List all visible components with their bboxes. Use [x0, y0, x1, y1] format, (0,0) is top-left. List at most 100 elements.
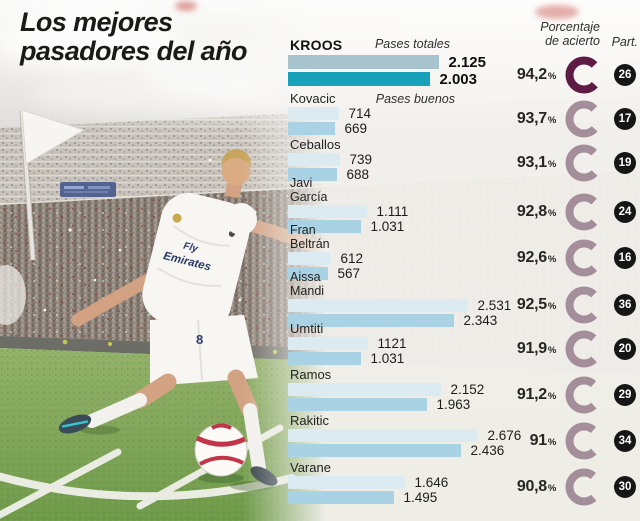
percent-sign: %: [547, 345, 556, 356]
percent-sign: %: [547, 437, 556, 448]
good-passes-bar-line: 1.495: [288, 490, 560, 505]
player-name: Umtiti: [290, 321, 324, 336]
accuracy-ring: [565, 376, 603, 414]
player-row: Aissa Mandi 2.531 2.343: [288, 270, 560, 329]
accuracy-percent: 92,5%: [462, 294, 556, 317]
player-name: Ceballos: [290, 137, 341, 152]
good-passes-value: 2.003: [439, 71, 477, 88]
total-passes-bar-line: 2.152: [288, 382, 560, 397]
scoreboard: [60, 182, 116, 197]
header-pases-buenos: Pases buenos: [375, 92, 455, 106]
accuracy-percent-value: 94,2: [516, 66, 547, 83]
good-passes-value: 2.343: [463, 313, 498, 328]
accuracy-ring: [565, 422, 603, 460]
good-passes-bar: [288, 491, 394, 504]
header-pases-totales: Pases totales: [374, 37, 450, 51]
player-shorts: 8: [150, 315, 258, 386]
total-passes-bar: [288, 299, 468, 312]
accuracy-percent-value: 92,8: [516, 203, 547, 220]
header-partidos: Part.: [611, 35, 638, 49]
player-row: Fran Beltrán 612 567: [288, 223, 560, 282]
player-name-line2: García: [290, 189, 328, 204]
total-passes-bar-line: 2.125: [288, 55, 560, 70]
red-banner-smudge-left: [175, 1, 197, 11]
accuracy-ring: [565, 468, 603, 506]
player-name: Aissa: [290, 270, 321, 284]
accuracy-percent-value: 90,8: [516, 478, 547, 495]
total-passes-bar: [288, 429, 478, 442]
good-passes-bar: [288, 168, 337, 181]
total-passes-value: 1.646: [414, 475, 449, 490]
good-passes-bar-line: 688: [288, 168, 560, 182]
percent-sign: %: [547, 254, 556, 265]
total-passes-bar: [288, 205, 367, 218]
total-passes-bar-line: 1.646: [288, 475, 560, 490]
total-passes-value: 2.676: [487, 428, 522, 443]
percent-sign: %: [547, 208, 556, 219]
total-passes-value: 1.111: [376, 204, 409, 219]
matches-badge: 20: [614, 338, 636, 360]
player-row: Rakitic 2.676 2.436: [288, 414, 560, 459]
accuracy-percent: 92,8%: [462, 201, 556, 224]
good-passes-bar-line: 2.343: [288, 313, 560, 328]
matches-badge: 24: [614, 201, 636, 223]
total-passes-bar: [288, 153, 340, 166]
header-porcentaje-line2: de acierto: [545, 33, 600, 48]
percent-sign: %: [547, 391, 556, 402]
accuracy-percent: 91,2%: [462, 384, 556, 407]
player-name: KROOS: [290, 37, 343, 53]
total-passes-bar-line: 739: [288, 152, 560, 167]
good-passes-bar-line: 1.031: [288, 220, 560, 234]
accuracy-percent-value: 92,6: [516, 249, 547, 266]
total-passes-bar-line: 2.676: [288, 428, 560, 443]
good-passes-bar: [288, 72, 430, 86]
total-passes-bar: [288, 55, 439, 69]
player-row: KROOS 2.125 2.003: [288, 38, 560, 89]
good-passes-bar: [288, 220, 361, 233]
total-passes-value: 739: [349, 152, 372, 167]
accuracy-percent-value: 92,5: [516, 296, 547, 313]
accuracy-percent-value: 91,2: [516, 386, 547, 403]
good-passes-bar-line: 2.003: [288, 71, 560, 88]
player-name-line2: Mandi: [290, 283, 325, 298]
player-name: Rakitic: [290, 413, 330, 428]
good-passes-bar-line: 567: [288, 266, 560, 281]
club-crest: [172, 213, 182, 223]
total-passes-bar: [288, 337, 368, 350]
page-title: Los mejores pasadores del año: [20, 8, 247, 66]
good-passes-bar-line: 1.963: [288, 398, 560, 412]
total-passes-value: 2.152: [450, 382, 485, 397]
matches-badge: 26: [614, 64, 636, 86]
good-passes-value: 1.495: [403, 490, 438, 505]
matches-badge: 36: [614, 294, 636, 316]
good-passes-bar-line: 2.436: [288, 443, 560, 458]
accuracy-percent: 90,8%: [462, 476, 556, 499]
good-passes-bar: [288, 267, 328, 280]
good-passes-bar-line: 669: [288, 122, 560, 136]
good-passes-value: 567: [337, 266, 360, 281]
total-passes-bar: [288, 383, 441, 396]
percent-sign: %: [547, 159, 556, 170]
header-porcentaje-acierto: Porcentaje de acierto: [498, 20, 600, 48]
red-banner-smudge-right: [535, 5, 579, 19]
player-row: Umtiti 1121 1.031: [288, 322, 560, 367]
total-passes-bar: [288, 476, 405, 489]
accuracy-percent: 94,2%: [462, 64, 556, 87]
total-passes-bar: [288, 107, 339, 120]
good-passes-value: 2.436: [470, 443, 505, 458]
accuracy-ring: [565, 330, 603, 368]
player-row: Kovacic 714 669: [288, 92, 560, 137]
total-passes-bar-line: 2.531: [288, 298, 560, 313]
percent-sign: %: [547, 301, 556, 312]
total-passes-bar-line: 1.111: [288, 204, 560, 219]
player-name: Fran: [290, 223, 316, 237]
total-passes-value: 2.531: [477, 298, 512, 313]
player-name: Javi: [290, 176, 313, 190]
good-passes-bar: [288, 398, 427, 411]
shorts-number: 8: [196, 332, 203, 347]
accuracy-percent: 91%: [462, 430, 557, 453]
matches-badge: 30: [614, 476, 636, 498]
accuracy-percent-value: 93,7: [516, 110, 547, 127]
player-row: Ceballos 739 688: [288, 138, 560, 183]
accuracy-percent-value: 91: [529, 432, 548, 449]
